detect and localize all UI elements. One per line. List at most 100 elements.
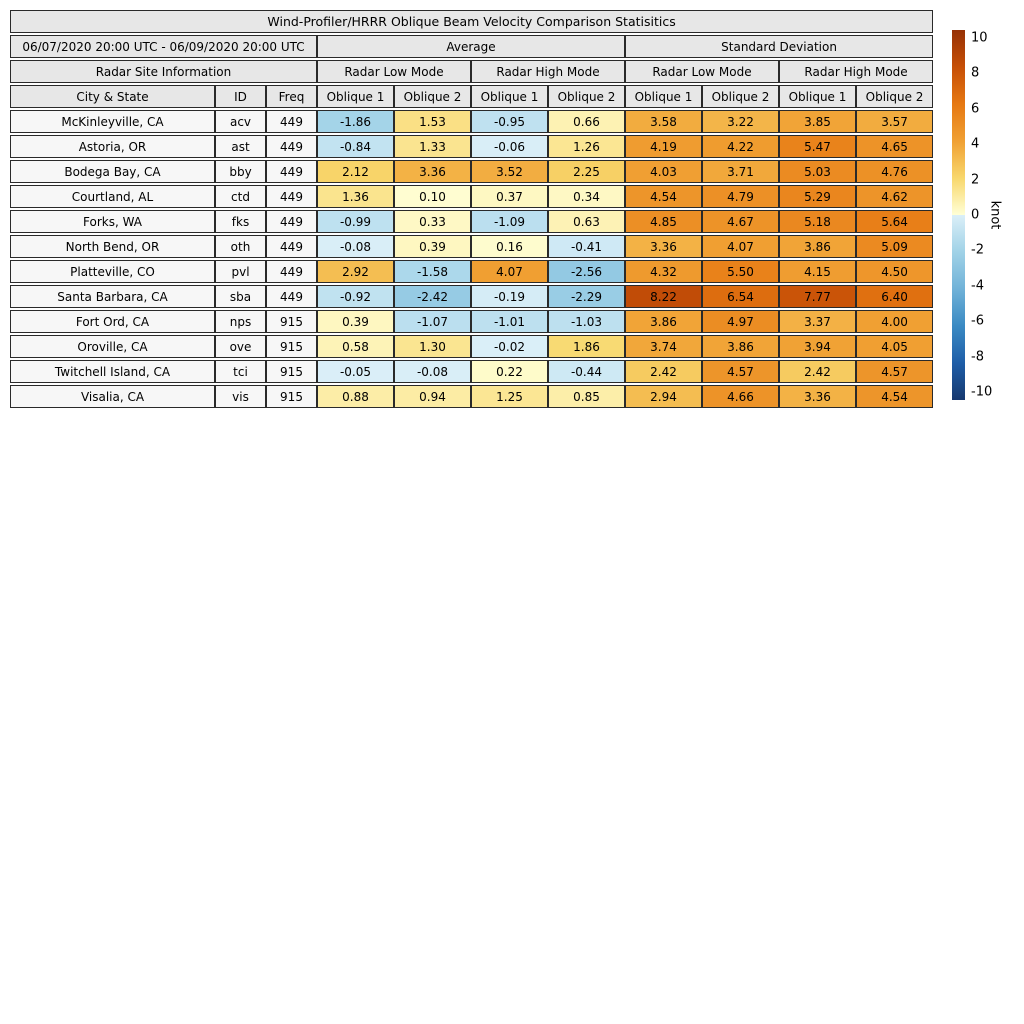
- mode-header-row: Radar Site Information Radar Low Mode Ra…: [10, 60, 934, 83]
- city-cell: Visalia, CA: [10, 385, 215, 408]
- value-cell: 0.34: [548, 185, 625, 208]
- city-cell: Courtland, AL: [10, 185, 215, 208]
- value-cell: 1.25: [471, 385, 548, 408]
- freq-cell: 449: [266, 285, 317, 308]
- value-cell: 2.42: [779, 360, 856, 383]
- value-cell: 5.03: [779, 160, 856, 183]
- colorbar-tick-label: -8: [971, 349, 984, 365]
- value-cell: 4.76: [856, 160, 934, 183]
- freq-cell: 449: [266, 185, 317, 208]
- value-cell: 0.33: [394, 210, 471, 233]
- value-cell: 4.54: [625, 185, 702, 208]
- value-cell: 3.86: [625, 310, 702, 333]
- site-id-cell: fks: [215, 210, 266, 233]
- table-row: Santa Barbara, CA sba 449 -0.92 -2.42 -0.19 -2…: [10, 285, 934, 308]
- site-id-cell: sba: [215, 285, 266, 308]
- table-row: Courtland, AL ctd 449 1.36 0.10 0.37 0.34 4.54 4…: [10, 185, 934, 208]
- value-cell: -0.99: [317, 210, 394, 233]
- value-cell: -0.08: [394, 360, 471, 383]
- value-cell: -0.92: [317, 285, 394, 308]
- value-cell: 3.22: [702, 110, 779, 133]
- value-cell: 4.79: [702, 185, 779, 208]
- freq-cell: 449: [266, 260, 317, 283]
- avg-low-oblique2-header: Oblique 2: [394, 85, 471, 108]
- value-cell: 0.16: [471, 235, 548, 258]
- value-cell: -1.86: [317, 110, 394, 133]
- std-high-oblique2-header: Oblique 2: [856, 85, 934, 108]
- site-id-cell: acv: [215, 110, 266, 133]
- table-title: Wind-Profiler/HRRR Oblique Beam Velocity…: [10, 10, 934, 33]
- value-cell: -0.02: [471, 335, 548, 358]
- table-body: McKinleyville, CA acv 449 -1.86 1.53 -0.95 0.6…: [10, 110, 934, 408]
- value-cell: 1.36: [317, 185, 394, 208]
- value-cell: 3.85: [779, 110, 856, 133]
- std-low-oblique2-header: Oblique 2: [702, 85, 779, 108]
- value-cell: 3.36: [779, 385, 856, 408]
- value-cell: 3.57: [856, 110, 934, 133]
- value-cell: 7.77: [779, 285, 856, 308]
- value-cell: 4.19: [625, 135, 702, 158]
- table-row: Platteville, CO pvl 449 2.92 -1.58 4.07 -2.56 4…: [10, 260, 934, 283]
- value-cell: -0.19: [471, 285, 548, 308]
- date-range: 06/07/2020 20:00 UTC - 06/09/2020 20:00 …: [10, 35, 317, 58]
- value-cell: 0.58: [317, 335, 394, 358]
- value-cell: 4.07: [471, 260, 548, 283]
- value-cell: 6.54: [702, 285, 779, 308]
- colorbar-tick-label: 0: [971, 207, 980, 223]
- avg-low-oblique1-header: Oblique 1: [317, 85, 394, 108]
- table-row: Astoria, OR ast 449 -0.84 1.33 -0.06 1.26 4.19 4…: [10, 135, 934, 158]
- value-cell: -0.06: [471, 135, 548, 158]
- value-cell: 3.71: [702, 160, 779, 183]
- value-cell: 4.85: [625, 210, 702, 233]
- value-cell: 0.88: [317, 385, 394, 408]
- value-cell: 2.42: [625, 360, 702, 383]
- value-cell: 3.58: [625, 110, 702, 133]
- value-cell: 4.00: [856, 310, 934, 333]
- city-cell: Santa Barbara, CA: [10, 285, 215, 308]
- value-cell: 4.22: [702, 135, 779, 158]
- colorbar-tick-label: 6: [971, 101, 980, 117]
- value-cell: 4.62: [856, 185, 934, 208]
- freq-cell: 449: [266, 160, 317, 183]
- statistics-table: Wind-Profiler/HRRR Oblique Beam Velocity…: [10, 8, 934, 410]
- value-cell: 0.94: [394, 385, 471, 408]
- value-cell: -0.05: [317, 360, 394, 383]
- site-id-cell: nps: [215, 310, 266, 333]
- value-cell: -0.95: [471, 110, 548, 133]
- table-row: Oroville, CA ove 915 0.58 1.30 -0.02 1.86 3.74 3…: [10, 335, 934, 358]
- value-cell: 1.33: [394, 135, 471, 158]
- city-state-header: City & State: [10, 85, 215, 108]
- table-row: Fort Ord, CA nps 915 0.39 -1.07 -1.01 -1.03 3.8…: [10, 310, 934, 333]
- value-cell: 1.26: [548, 135, 625, 158]
- table-row: Twitchell Island, CA tci 915 -0.05 -0.08 0.22…: [10, 360, 934, 383]
- column-header-row: City & State ID Freq Oblique 1 Oblique 2…: [10, 85, 934, 108]
- site-id-cell: bby: [215, 160, 266, 183]
- value-cell: -0.08: [317, 235, 394, 258]
- colorbar-tick-label: 10: [971, 30, 988, 46]
- value-cell: 0.37: [471, 185, 548, 208]
- value-cell: 8.22: [625, 285, 702, 308]
- freq-header: Freq: [266, 85, 317, 108]
- city-cell: Astoria, OR: [10, 135, 215, 158]
- site-id-cell: ctd: [215, 185, 266, 208]
- site-id-cell: tci: [215, 360, 266, 383]
- freq-cell: 449: [266, 210, 317, 233]
- value-cell: 1.53: [394, 110, 471, 133]
- city-cell: Twitchell Island, CA: [10, 360, 215, 383]
- value-cell: 0.22: [471, 360, 548, 383]
- value-cell: 5.47: [779, 135, 856, 158]
- city-cell: Fort Ord, CA: [10, 310, 215, 333]
- value-cell: 4.67: [702, 210, 779, 233]
- value-cell: 2.92: [317, 260, 394, 283]
- value-cell: 5.64: [856, 210, 934, 233]
- table-row: North Bend, OR oth 449 -0.08 0.39 0.16 -0.41 3.…: [10, 235, 934, 258]
- title-row: Wind-Profiler/HRRR Oblique Beam Velocity…: [10, 10, 934, 33]
- value-cell: -1.01: [471, 310, 548, 333]
- freq-cell: 915: [266, 385, 317, 408]
- std-low-oblique1-header: Oblique 1: [625, 85, 702, 108]
- value-cell: 3.36: [625, 235, 702, 258]
- value-cell: 4.57: [702, 360, 779, 383]
- city-cell: Platteville, CO: [10, 260, 215, 283]
- value-cell: 0.63: [548, 210, 625, 233]
- value-cell: 4.97: [702, 310, 779, 333]
